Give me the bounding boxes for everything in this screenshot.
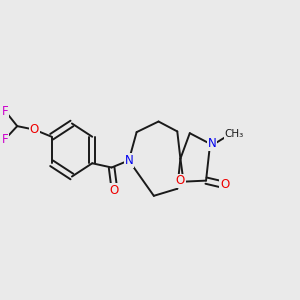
Text: F: F (2, 133, 8, 146)
Text: O: O (220, 178, 230, 190)
Text: N: N (208, 137, 216, 150)
Text: CH₃: CH₃ (225, 128, 244, 139)
Text: O: O (110, 184, 119, 197)
Text: F: F (2, 105, 9, 118)
Text: O: O (176, 175, 185, 188)
Text: O: O (30, 123, 39, 136)
Text: N: N (124, 154, 133, 167)
